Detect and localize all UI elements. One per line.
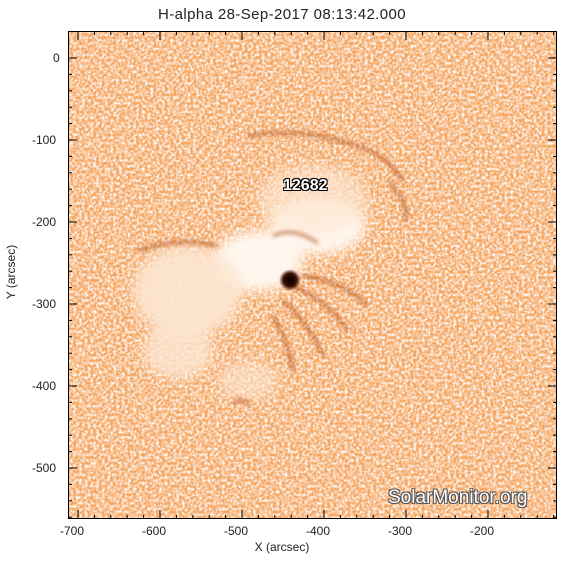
active-region-label: 12682 [283, 177, 328, 194]
y-tick-label: 0 [53, 51, 60, 65]
solar-disk-image: 12682 SolarMonitor.org [68, 31, 557, 519]
filaments [137, 131, 408, 407]
h-alpha-image-canvas [68, 31, 557, 519]
sunspot [279, 269, 301, 291]
x-tick-label: -400 [306, 524, 331, 538]
y-tick-label: -400 [32, 379, 57, 393]
x-tick-label: -600 [142, 524, 167, 538]
plage-region [133, 166, 368, 401]
y-tick-label: -500 [32, 461, 57, 475]
x-tick-label: -200 [470, 524, 495, 538]
y-axis-label: Y (arcsec) [4, 244, 18, 300]
image-title: H-alpha 28-Sep-2017 08:13:42.000 [158, 6, 406, 23]
watermark: SolarMonitor.org [388, 487, 528, 508]
y-tick-label: -200 [32, 215, 57, 229]
plot-frame [68, 31, 557, 519]
y-tick-label: -100 [32, 133, 57, 147]
x-tick-label: -700 [60, 524, 85, 538]
x-tick-label: -500 [224, 524, 249, 538]
x-tick-label: -300 [388, 524, 413, 538]
y-tick-label: -300 [32, 297, 57, 311]
x-axis-label: X (arcsec) [254, 540, 310, 554]
